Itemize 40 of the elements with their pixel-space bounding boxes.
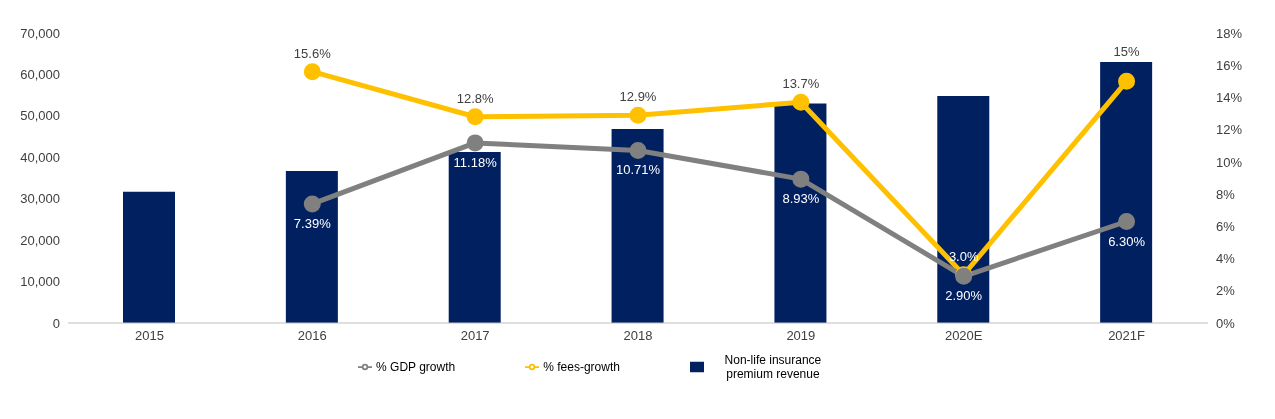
x-tick-label: 2015 — [134, 328, 164, 344]
x-tick-label: 2020E — [944, 328, 983, 344]
legend-label: Non-life insurance premium revenue — [723, 353, 823, 381]
y2-tick-label: 6% — [1216, 218, 1236, 234]
legend-label: % GDP growth — [376, 360, 456, 374]
x-tick-label: 2018 — [623, 328, 653, 344]
y2-tick-label: 4% — [1216, 251, 1236, 267]
x-tick-label: 2017 — [460, 328, 490, 344]
data-label: 11.18% — [453, 154, 498, 170]
y-tick-label: 20,000 — [20, 232, 60, 248]
data-label: 7.39% — [293, 215, 332, 231]
y2-tick-label: 14% — [1216, 90, 1243, 106]
data-label: 8.93% — [782, 191, 820, 207]
data-label: 15.6% — [293, 45, 332, 61]
y2-tick-label: 12% — [1216, 122, 1243, 138]
y2-tick-label: 16% — [1216, 57, 1243, 73]
data-label: 2.90% — [945, 288, 983, 304]
y-tick-label: 60,000 — [20, 67, 60, 83]
data-label: 12.9% — [619, 89, 657, 105]
data-label: 15% — [1113, 44, 1141, 59]
data-label: 12.8% — [456, 90, 495, 106]
y2-tick-label: 18% — [1216, 25, 1243, 41]
y2-tick-label: 2% — [1216, 283, 1236, 299]
legend-label: % fees-growth — [543, 360, 620, 374]
y2-tick-label: 10% — [1216, 154, 1243, 170]
x-tick-label: 2019 — [786, 328, 816, 344]
x-tick-label: 2021F — [1108, 328, 1146, 344]
data-label: 6.30% — [1108, 233, 1146, 249]
y-tick-label: 50,000 — [20, 108, 60, 124]
y2-tick-label: 0% — [1216, 315, 1236, 331]
data-label: 3.0% — [948, 248, 979, 264]
y-tick-label: 30,000 — [20, 191, 60, 207]
data-label: 10.71% — [615, 162, 661, 178]
y-tick-label: 40,000 — [20, 149, 60, 165]
y2-tick-label: 8% — [1216, 186, 1236, 202]
y-tick-label: 0 — [52, 315, 60, 331]
data-label: 13.7% — [782, 76, 820, 92]
y-tick-label: 10,000 — [20, 274, 60, 290]
x-tick-label: 2016 — [297, 328, 327, 344]
y-tick-label: 70,000 — [20, 25, 60, 41]
